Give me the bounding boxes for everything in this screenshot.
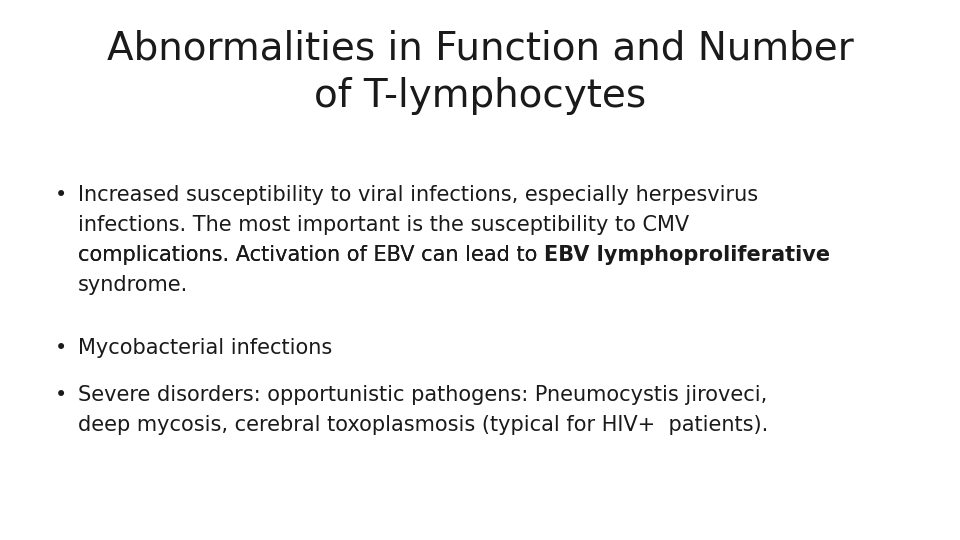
Text: syndrome.: syndrome. xyxy=(78,275,188,295)
Text: Mycobacterial infections: Mycobacterial infections xyxy=(78,338,332,358)
Text: complications. Activation of EBV can lead to: complications. Activation of EBV can lea… xyxy=(78,245,544,265)
Text: complications. Activation of EBV can lead to: complications. Activation of EBV can lea… xyxy=(78,245,544,265)
Text: •: • xyxy=(55,385,67,405)
Text: deep mycosis, cerebral toxoplasmosis (typical for HIV+  patients).: deep mycosis, cerebral toxoplasmosis (ty… xyxy=(78,415,768,435)
Text: •: • xyxy=(55,338,67,358)
Text: EBV lymphoproliferative: EBV lymphoproliferative xyxy=(544,245,830,265)
Text: •: • xyxy=(55,185,67,205)
Text: Severe disorders: opportunistic pathogens: Pneumocystis jiroveci,: Severe disorders: opportunistic pathogen… xyxy=(78,385,767,405)
Text: infections. The most important is the susceptibility to CMV: infections. The most important is the su… xyxy=(78,215,689,235)
Text: Abnormalities in Function and Number
of T-lymphocytes: Abnormalities in Function and Number of … xyxy=(107,30,853,115)
Text: Increased susceptibility to viral infections, especially herpesvirus: Increased susceptibility to viral infect… xyxy=(78,185,758,205)
